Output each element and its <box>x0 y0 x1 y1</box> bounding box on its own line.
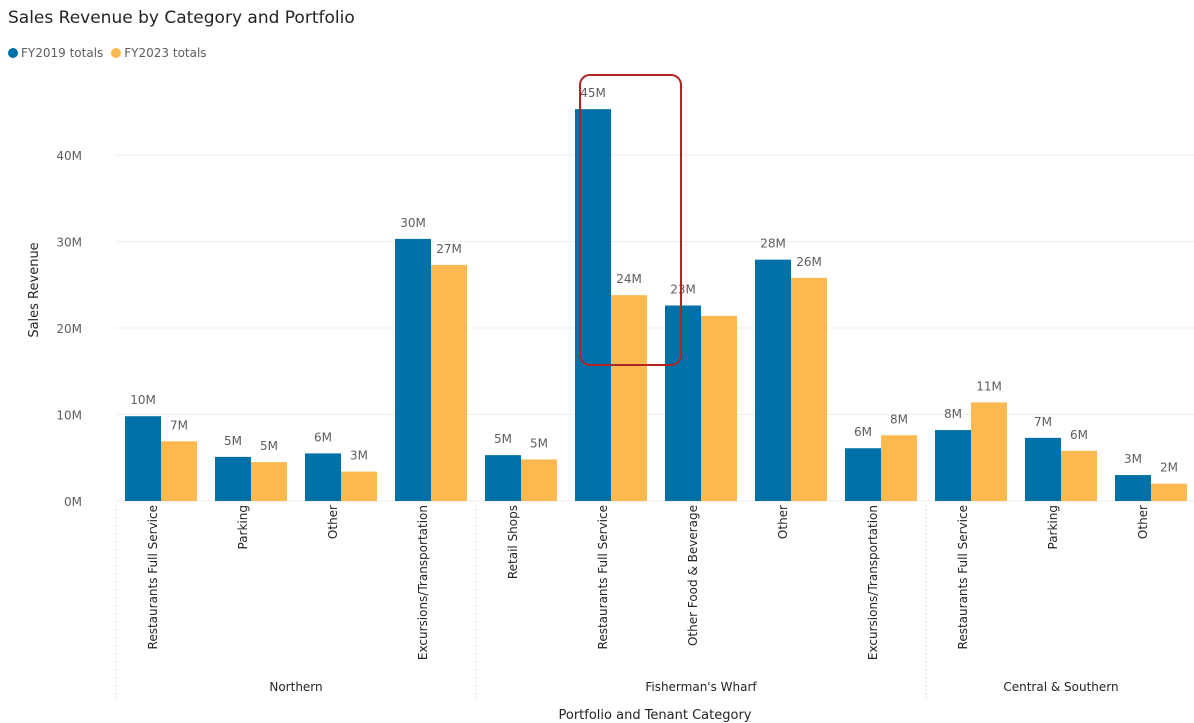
bar-fy2019-9 <box>935 430 971 501</box>
legend-swatch-fy2019 <box>8 48 18 58</box>
bar-fy2023-11 <box>1151 483 1187 501</box>
x-axis-title: Portfolio and Tenant Category <box>559 708 752 723</box>
legend-swatch-fy2023 <box>111 48 122 58</box>
bar-fy2019-2 <box>305 453 341 501</box>
data-label-fy2019-4: 5M <box>494 432 512 446</box>
data-label-fy2019-11: 3M <box>1124 452 1142 466</box>
data-label-fy2023-10: 6M <box>1070 428 1088 442</box>
data-label-fy2023-11: 2M <box>1160 461 1178 475</box>
highlight-box <box>579 74 682 366</box>
data-label-fy2019-2: 6M <box>314 430 332 444</box>
bar-fy2023-10 <box>1061 450 1097 501</box>
data-label-fy2023-4: 5M <box>530 436 548 450</box>
y-tick-label-4: 40M <box>56 149 82 163</box>
data-label-fy2019-1: 5M <box>224 434 242 448</box>
bar-fy2023-7 <box>791 277 827 501</box>
data-label-fy2019-6: 23M <box>670 283 696 297</box>
bar-fy2023-4 <box>521 459 557 501</box>
x-tick-label-0: Restaurants Full Service <box>146 505 160 649</box>
legend-label-fy2023: FY2023 totals <box>124 46 207 60</box>
data-label-fy2023-2: 3M <box>350 449 368 463</box>
x-tick-label-3: Excursions/Transportation <box>416 505 430 660</box>
x-tick-label-9: Restaurants Full Service <box>956 505 970 649</box>
data-label-fy2019-10: 7M <box>1034 415 1052 429</box>
bar-fy2023-3 <box>431 264 467 501</box>
legend-item-fy2019[interactable]: FY2019 totals <box>8 46 103 60</box>
data-label-fy2019-0: 10M <box>130 393 156 407</box>
bar-fy2023-8 <box>881 435 917 501</box>
bar-fy2023-1 <box>251 462 287 501</box>
data-label-fy2023-1: 5M <box>260 439 278 453</box>
group-label-0: Northern <box>269 680 322 694</box>
bar-fy2019-6 <box>665 305 701 501</box>
bar-fy2019-8 <box>845 448 881 501</box>
y-tick-label-0: 0M <box>64 495 82 509</box>
chart-title: Sales Revenue by Category and Portfolio <box>8 8 355 28</box>
data-label-fy2019-3: 30M <box>400 216 426 230</box>
group-label-1: Fisherman's Wharf <box>645 680 757 694</box>
x-tick-label-6: Other Food & Beverage <box>686 505 700 646</box>
data-label-fy2019-8: 6M <box>854 425 872 439</box>
legend-item-fy2023[interactable]: FY2023 totals <box>111 46 207 60</box>
x-tick-label-4: Retail Shops <box>506 505 520 579</box>
bar-fy2023-9 <box>971 402 1007 501</box>
bar-fy2019-1 <box>215 456 251 501</box>
data-label-fy2023-3: 27M <box>436 242 462 256</box>
x-tick-label-1: Parking <box>236 505 250 550</box>
data-label-fy2019-7: 28M <box>760 237 786 251</box>
bar-fy2023-2 <box>341 471 377 501</box>
x-tick-label-7: Other <box>776 505 790 539</box>
data-label-fy2023-5: 24M <box>616 272 642 286</box>
x-tick-label-8: Excursions/Transportation <box>866 505 880 660</box>
y-tick-label-2: 20M <box>56 322 82 336</box>
bar-fy2019-7 <box>755 259 791 501</box>
legend-label-fy2019: FY2019 totals <box>21 46 104 60</box>
bar-fy2023-6 <box>701 315 737 501</box>
bar-fy2019-0 <box>125 416 161 501</box>
y-axis-title: Sales Revenue <box>27 242 42 337</box>
x-tick-label-2: Other <box>326 505 340 539</box>
x-tick-label-5: Restaurants Full Service <box>596 505 610 649</box>
data-label-fy2023-7: 26M <box>796 255 822 269</box>
data-label-fy2023-8: 8M <box>890 412 908 426</box>
legend: FY2019 totals FY2023 totals <box>8 46 213 60</box>
y-tick-label-3: 30M <box>56 236 82 250</box>
group-label-2: Central & Southern <box>1003 680 1118 694</box>
bar-fy2019-11 <box>1115 475 1151 501</box>
data-label-fy2019-5: 45M <box>580 86 606 100</box>
bar-fy2023-0 <box>161 441 197 501</box>
bar-fy2019-3 <box>395 238 431 501</box>
data-label-fy2023-9: 11M <box>976 379 1002 393</box>
data-label-fy2023-0: 7M <box>170 418 188 432</box>
x-tick-label-10: Parking <box>1046 505 1060 550</box>
data-label-fy2019-9: 8M <box>944 407 962 421</box>
bar-fy2019-10 <box>1025 437 1061 501</box>
x-tick-label-11: Other <box>1136 505 1150 539</box>
y-tick-label-1: 10M <box>56 409 82 423</box>
bar-fy2019-4 <box>485 455 521 501</box>
bar-fy2023-5 <box>611 295 647 501</box>
